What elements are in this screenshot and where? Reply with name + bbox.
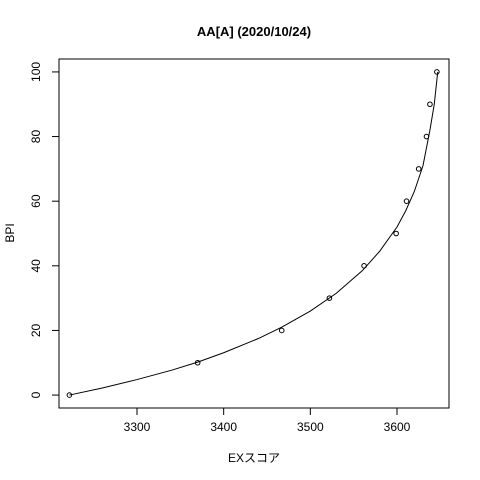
y-axis: 0 20 40 60 80 100 — [29, 62, 59, 398]
y-tick-label: 0 — [29, 391, 43, 398]
data-point — [415, 166, 422, 172]
x-tick-label: 3400 — [210, 420, 237, 434]
data-point — [194, 359, 201, 366]
plot-frame — [58, 58, 450, 409]
data-point — [434, 69, 440, 75]
data-point — [278, 327, 285, 334]
x-tick-label: 3500 — [297, 420, 324, 434]
chart-title: AA[A] (2020/10/24) — [197, 24, 311, 39]
y-axis-label: BPI — [3, 223, 17, 242]
x-axis-label: EXスコア — [228, 451, 280, 465]
y-tick-label: 60 — [29, 194, 43, 208]
y-tick-label: 20 — [29, 323, 43, 337]
y-tick-label: 40 — [29, 259, 43, 273]
x-tick-label: 3300 — [124, 420, 151, 434]
data-point — [403, 198, 410, 204]
data-point — [427, 101, 433, 108]
fit-curve — [69, 71, 439, 396]
x-tick-label: 3600 — [384, 420, 411, 434]
data-point — [393, 230, 399, 237]
data-point — [423, 133, 430, 140]
x-axis: 3300 3400 3500 3600 — [124, 408, 411, 434]
fit-curve-layer — [69, 71, 439, 396]
y-tick-label: 80 — [29, 130, 43, 144]
y-tick-label: 100 — [29, 62, 43, 82]
data-point — [326, 295, 333, 301]
data-point — [361, 263, 367, 269]
data-points-layer — [66, 69, 440, 398]
data-point — [66, 392, 73, 398]
